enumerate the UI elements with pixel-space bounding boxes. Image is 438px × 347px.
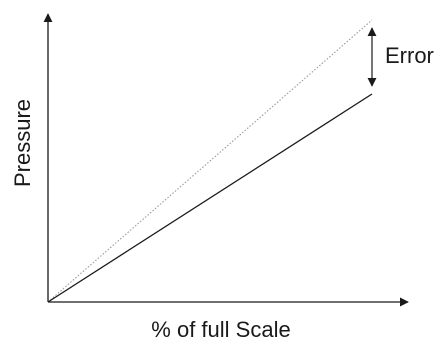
x-axis-label: % of full Scale [151, 317, 290, 342]
actual-response-line [47, 93, 373, 303]
y-axis-label: Pressure [10, 99, 35, 187]
error-label: Error [385, 43, 434, 68]
ideal-reference-line [47, 19, 373, 303]
